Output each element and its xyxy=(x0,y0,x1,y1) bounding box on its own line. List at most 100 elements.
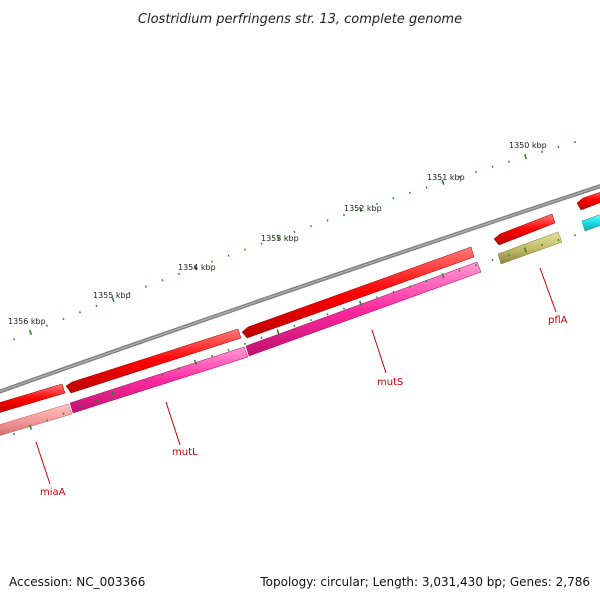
gene-label-miaA: miaA xyxy=(40,487,66,498)
major-tick xyxy=(358,206,363,212)
gene-label-mutS: mutS xyxy=(377,377,403,388)
minor-tick xyxy=(541,243,543,247)
tick-label-1352: 1352 kbp xyxy=(344,204,382,213)
feature-arrow-pflA-strand xyxy=(493,213,556,246)
minor-tick xyxy=(260,336,263,339)
major-tick xyxy=(28,329,33,335)
minor-tick xyxy=(293,324,296,328)
feature-arrow-mutS-strand xyxy=(241,246,475,339)
minor-tick xyxy=(392,290,395,294)
minor-tick xyxy=(491,165,494,168)
minor-tick xyxy=(12,432,16,436)
minor-tick xyxy=(557,145,560,149)
minor-tick xyxy=(128,386,131,389)
minor-tick xyxy=(310,318,312,322)
major-tick xyxy=(358,300,363,306)
leader-line-miaA xyxy=(35,441,51,485)
gene-features xyxy=(0,214,600,436)
tick-label-1356: 1356 kbp xyxy=(8,317,46,326)
gene-bar-mutL xyxy=(69,346,249,414)
tick-label-1355: 1355 kbp xyxy=(93,291,131,300)
major-tick xyxy=(441,273,445,279)
major-tick xyxy=(524,154,527,160)
tick-label-1353: 1353 kbp xyxy=(261,234,299,243)
tick-labels: 1350 kbp 1351 kbp 1352 kbp 1353 kbp 1354… xyxy=(8,141,547,326)
minor-tick xyxy=(425,186,428,189)
minor-tick xyxy=(310,224,312,228)
minor-tick xyxy=(95,399,98,402)
leader-line-mutS xyxy=(371,329,387,374)
minor-tick xyxy=(392,197,395,200)
minor-tick xyxy=(244,248,246,251)
minor-tick xyxy=(574,234,576,237)
map-title: Clostridium perfringens str. 13, complet… xyxy=(138,12,462,27)
minor-tick xyxy=(45,324,49,327)
minor-tick xyxy=(458,269,461,272)
minor-tick xyxy=(161,373,164,376)
minor-tick xyxy=(45,419,49,422)
major-tick xyxy=(276,329,280,335)
major-tick xyxy=(276,235,280,241)
minor-tick xyxy=(326,313,329,316)
minor-tick xyxy=(508,253,510,257)
minor-tick xyxy=(343,307,345,310)
minor-tick xyxy=(227,348,230,352)
major-tick xyxy=(441,179,445,185)
major-tick xyxy=(111,391,115,397)
minor-tick xyxy=(491,258,494,262)
gene-labels: pflA mutS mutL miaA xyxy=(40,315,568,498)
minor-tick xyxy=(409,285,411,288)
minor-tick xyxy=(78,311,82,314)
minor-tick xyxy=(95,304,98,308)
minor-tick xyxy=(326,219,329,222)
minor-tick xyxy=(458,175,461,179)
feature-arrow-mutL-strand xyxy=(65,328,242,394)
tick-label-1351: 1351 kbp xyxy=(427,173,465,182)
minor-tick xyxy=(128,291,131,295)
minor-tick xyxy=(541,150,543,154)
minor-tick xyxy=(12,338,16,341)
minor-tick xyxy=(475,264,477,267)
major-tick xyxy=(111,296,115,302)
minor-tick xyxy=(211,354,213,358)
leader-line-pflA xyxy=(539,267,557,313)
leader-line-mutL xyxy=(165,401,181,446)
minor-tick xyxy=(244,342,246,345)
minor-tick xyxy=(177,272,181,276)
minor-tick xyxy=(574,140,576,144)
tick-ring xyxy=(12,140,576,341)
minor-tick xyxy=(376,296,378,299)
genome-backbone xyxy=(0,184,600,394)
gene-label-mutL: mutL xyxy=(172,447,198,458)
minor-tick xyxy=(177,367,181,370)
minor-tick xyxy=(409,191,411,195)
accession-text: Accession: NC_003366 xyxy=(9,575,145,589)
minor-tick xyxy=(376,202,378,205)
gene-bar-miaA xyxy=(0,403,73,436)
minor-tick xyxy=(425,279,428,283)
gene-bar-cyan xyxy=(581,214,600,232)
major-tick xyxy=(28,424,33,430)
major-tick xyxy=(193,265,198,271)
minor-tick xyxy=(144,379,148,383)
feature-arrow-left-edge xyxy=(0,383,66,413)
minor-tick xyxy=(144,285,148,288)
major-tick xyxy=(524,247,527,253)
minor-tick xyxy=(78,405,82,409)
minor-tick xyxy=(62,412,65,415)
minor-tick xyxy=(260,242,263,245)
tick-label-1354: 1354 kbp xyxy=(178,263,216,272)
minor-tick xyxy=(475,170,477,174)
inner-tick-ring xyxy=(12,234,576,436)
genome-summary-text: Topology: circular; Length: 3,031,430 bp… xyxy=(259,575,590,589)
minor-tick xyxy=(227,254,230,257)
feature-arrow-right-edge xyxy=(576,192,600,211)
gene-leader-lines xyxy=(35,267,557,485)
gene-bar-mutS xyxy=(245,261,482,357)
tick-label-1350: 1350 kbp xyxy=(509,141,547,150)
major-tick xyxy=(193,359,198,365)
gene-label-pflA: pflA xyxy=(548,315,568,326)
minor-tick xyxy=(211,260,213,263)
minor-tick xyxy=(508,160,510,163)
